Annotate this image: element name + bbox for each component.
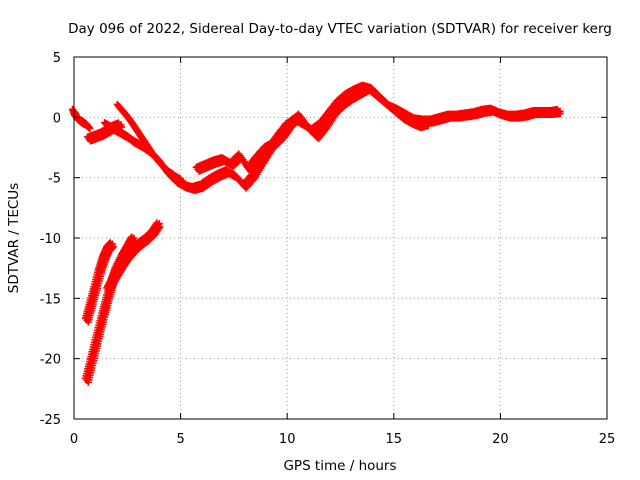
series-markers-4: [192, 82, 432, 175]
y-tick-label-1: -20: [40, 353, 61, 368]
data-markers: [69, 81, 564, 386]
series-markers-0: [69, 105, 94, 132]
y-tick-label-5: 0: [53, 111, 61, 126]
series-markers-7: [103, 219, 164, 296]
series-track-f: [81, 239, 117, 326]
y-tick-label-3: -10: [40, 232, 61, 247]
y-axis-label: SDTVAR / TECUs: [6, 183, 22, 293]
series-markers-3: [113, 100, 187, 187]
x-tick-label-1: 5: [176, 432, 184, 447]
x-tick-label-4: 20: [492, 432, 509, 447]
series-markers-5: [81, 239, 117, 326]
x-tick-label-2: 10: [279, 432, 296, 447]
x-tick-label-3: 15: [386, 432, 403, 447]
axis-ticks: 0 5 10 15 20 25 -25 -20 -15 -10 -5 0 5: [40, 51, 616, 447]
series-track-h: [103, 219, 164, 296]
y-tick-label-4: -5: [48, 172, 61, 187]
x-axis-label: GPS time / hours: [283, 458, 396, 474]
series-track-a: [69, 105, 94, 132]
y-tick-label-0: -25: [40, 413, 61, 428]
series-track-e: [192, 82, 432, 175]
series-track-d: [113, 100, 187, 187]
x-tick-label-5: 25: [599, 432, 616, 447]
chart-title: Day 096 of 2022, Sidereal Day-to-day VTE…: [68, 21, 612, 37]
y-tick-label-2: -15: [40, 292, 61, 307]
y-tick-label-6: 5: [53, 51, 61, 66]
x-tick-label-0: 0: [70, 432, 78, 447]
